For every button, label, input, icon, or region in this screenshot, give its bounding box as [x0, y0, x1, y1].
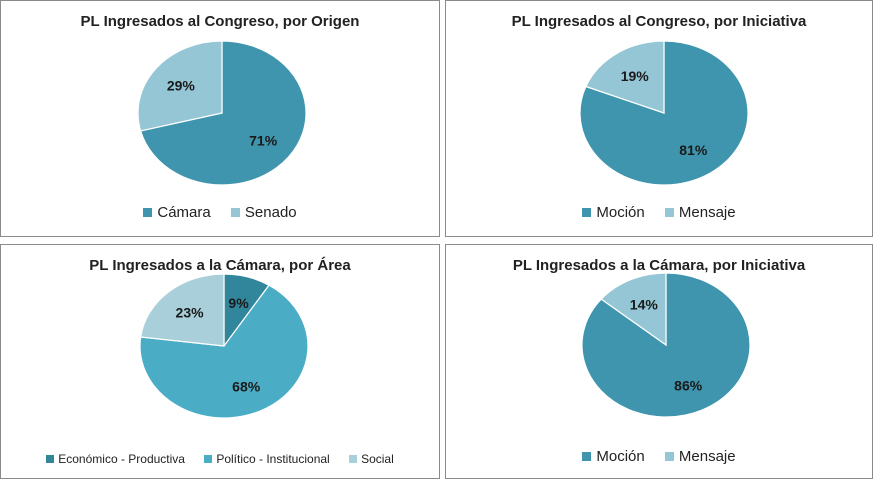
pie-slice — [137, 40, 223, 132]
legend-item-social: Social — [349, 452, 394, 466]
legend-swatch — [349, 455, 358, 463]
legend-swatch — [230, 208, 240, 217]
chart-title: PL Ingresados a la Cámara, por Iniciativ… — [512, 257, 806, 274]
pie-slice — [585, 40, 665, 114]
legend-item-mensaje: Mensaje — [664, 204, 736, 221]
data-label: 19% — [621, 68, 650, 84]
legend-swatch — [664, 208, 674, 217]
legend-label: Económico - Productiva — [58, 452, 185, 466]
legend-label: Moción — [596, 448, 645, 465]
legend-item-politico: Político - Institucional — [204, 452, 330, 466]
data-label: 86% — [674, 377, 703, 393]
pie-chart: 86% 14% — [581, 272, 751, 418]
legend-label: Político - Institucional — [216, 452, 330, 466]
data-label: 81% — [679, 142, 708, 158]
chart-panel-origen: PL Ingresados al Congreso, por Origen 71… — [0, 0, 440, 237]
chart-panel-iniciativa-camara: PL Ingresados a la Cámara, por Iniciativ… — [445, 244, 873, 479]
legend-item-camara: Cámara — [143, 204, 211, 221]
pie-slice — [139, 284, 309, 419]
data-label: 29% — [167, 78, 196, 94]
chart-panel-area: PL Ingresados a la Cámara, por Área 9% 68… — [0, 244, 440, 479]
pie-chart: 9% 68% 23% — [139, 273, 309, 419]
legend-swatch — [664, 452, 674, 461]
chart-legend: Moción Mensaje — [446, 204, 872, 221]
pie-chart: 71% 29% — [137, 40, 307, 186]
data-label: 14% — [630, 297, 659, 313]
legend-swatch — [582, 452, 592, 461]
data-label: 71% — [249, 132, 278, 148]
pie-slice — [600, 272, 667, 347]
legend-label: Mensaje — [678, 204, 736, 221]
pie-slice — [579, 40, 749, 186]
chart-legend: Económico - Productiva Político - Instit… — [1, 452, 439, 466]
data-label: 23% — [176, 305, 205, 321]
pie-chart: 81% 19% — [579, 40, 749, 186]
chart-panel-iniciativa-congreso: PL Ingresados al Congreso, por Iniciativ… — [445, 0, 873, 237]
legend-label: Moción — [596, 204, 645, 221]
data-label: 9% — [228, 295, 249, 311]
legend-item-mocion: Moción — [582, 204, 645, 221]
legend-swatch — [204, 455, 213, 463]
legend-label: Senado — [244, 204, 297, 221]
legend-label: Social — [361, 452, 394, 466]
legend-swatch — [582, 208, 592, 217]
legend-item-mensaje: Mensaje — [664, 448, 736, 465]
chart-title: PL Ingresados a la Cámara, por Área — [89, 257, 351, 274]
legend-swatch — [143, 208, 153, 217]
legend-item-senado: Senado — [230, 204, 297, 221]
legend-swatch — [46, 455, 55, 463]
legend-label: Mensaje — [678, 448, 736, 465]
chart-legend: Moción Mensaje — [446, 448, 872, 465]
chart-title: PL Ingresados al Congreso, por Origen — [80, 13, 360, 30]
legend-item-mocion: Moción — [582, 448, 645, 465]
legend-item-economico: Económico - Productiva — [46, 452, 185, 466]
pie-slice — [139, 273, 225, 347]
chart-title: PL Ingresados al Congreso, por Iniciativ… — [511, 13, 807, 30]
chart-legend: Cámara Senado — [1, 204, 439, 221]
data-label: 68% — [232, 378, 261, 394]
pie-slice — [139, 40, 307, 186]
legend-label: Cámara — [157, 204, 211, 221]
